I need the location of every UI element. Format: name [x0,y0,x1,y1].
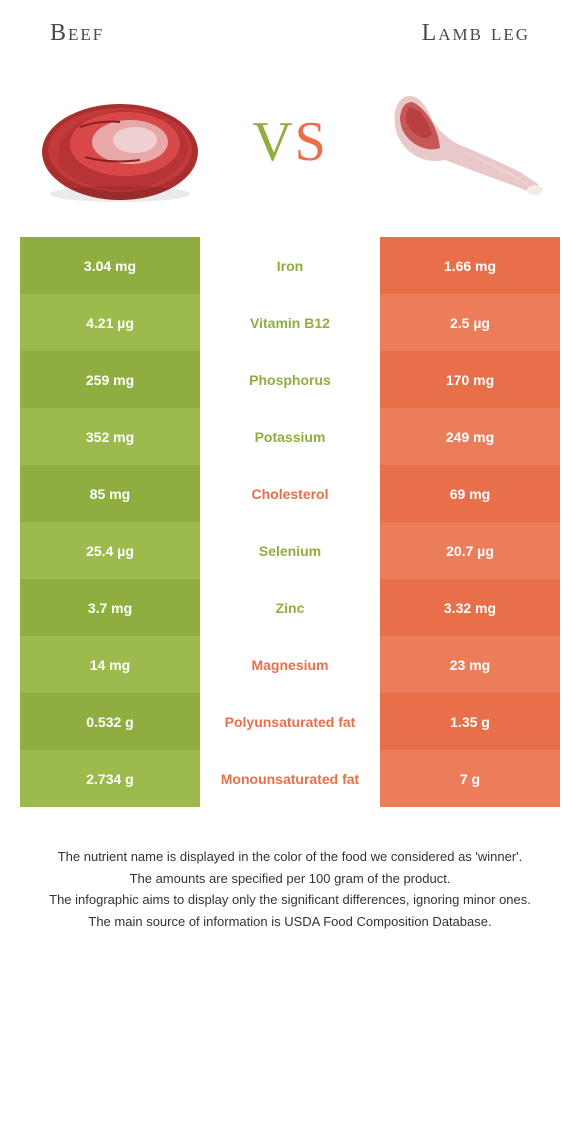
cell-lamb-value: 20.7 µg [380,522,560,579]
footer-line: The infographic aims to display only the… [30,890,550,910]
cell-lamb-value: 249 mg [380,408,560,465]
table-row: 85 mgCholesterol69 mg [20,465,560,522]
cell-lamb-value: 23 mg [380,636,560,693]
beef-icon [30,72,210,212]
cell-beef-value: 3.04 mg [20,237,200,294]
table-row: 0.532 gPolyunsaturated fat1.35 g [20,693,560,750]
cell-lamb-value: 2.5 µg [380,294,560,351]
footer-line: The amounts are specified per 100 gram o… [30,869,550,889]
title-beef: Beef [50,20,104,47]
table-row: 14 mgMagnesium23 mg [20,636,560,693]
footer-line: The nutrient name is displayed in the co… [30,847,550,867]
comparison-table: 3.04 mgIron1.66 mg4.21 µgVitamin B122.5 … [0,237,580,807]
cell-lamb-value: 3.32 mg [380,579,560,636]
cell-nutrient-name: Polyunsaturated fat [200,693,380,750]
cell-beef-value: 25.4 µg [20,522,200,579]
cell-nutrient-name: Selenium [200,522,380,579]
header: Beef Lamb leg [0,0,580,57]
cell-nutrient-name: Vitamin B12 [200,294,380,351]
cell-beef-value: 4.21 µg [20,294,200,351]
cell-beef-value: 85 mg [20,465,200,522]
table-row: 3.7 mgZinc3.32 mg [20,579,560,636]
lamb-image [370,72,550,212]
cell-lamb-value: 7 g [380,750,560,807]
table-row: 259 mgPhosphorus170 mg [20,351,560,408]
cell-nutrient-name: Cholesterol [200,465,380,522]
cell-nutrient-name: Iron [200,237,380,294]
cell-beef-value: 0.532 g [20,693,200,750]
cell-beef-value: 3.7 mg [20,579,200,636]
table-row: 2.734 gMonounsaturated fat7 g [20,750,560,807]
cell-lamb-value: 1.66 mg [380,237,560,294]
cell-nutrient-name: Zinc [200,579,380,636]
footer-line: The main source of information is USDA F… [30,912,550,932]
images-row: VS [0,57,580,237]
table-row: 352 mgPotassium249 mg [20,408,560,465]
vs-label: VS [252,110,328,174]
title-lamb: Lamb leg [422,20,530,47]
table-row: 25.4 µgSelenium20.7 µg [20,522,560,579]
footer-notes: The nutrient name is displayed in the co… [0,807,580,931]
vs-s: S [295,111,328,173]
cell-lamb-value: 170 mg [380,351,560,408]
cell-beef-value: 259 mg [20,351,200,408]
beef-image [30,72,210,212]
table-row: 3.04 mgIron1.66 mg [20,237,560,294]
cell-lamb-value: 1.35 g [380,693,560,750]
lamb-icon [370,72,550,212]
cell-beef-value: 352 mg [20,408,200,465]
cell-nutrient-name: Phosphorus [200,351,380,408]
cell-beef-value: 2.734 g [20,750,200,807]
cell-nutrient-name: Magnesium [200,636,380,693]
cell-lamb-value: 69 mg [380,465,560,522]
cell-nutrient-name: Monounsaturated fat [200,750,380,807]
table-row: 4.21 µgVitamin B122.5 µg [20,294,560,351]
cell-nutrient-name: Potassium [200,408,380,465]
vs-v: V [252,111,294,173]
cell-beef-value: 14 mg [20,636,200,693]
